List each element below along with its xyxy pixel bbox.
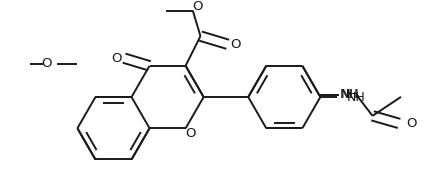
Text: O: O	[230, 38, 240, 51]
Text: O: O	[192, 0, 203, 13]
Text: O: O	[184, 128, 195, 140]
Text: NH: NH	[346, 91, 365, 104]
Text: NH: NH	[341, 89, 359, 101]
Text: NH: NH	[338, 89, 357, 101]
Text: O: O	[41, 57, 52, 70]
Text: O: O	[405, 117, 415, 130]
Text: O: O	[111, 52, 121, 65]
